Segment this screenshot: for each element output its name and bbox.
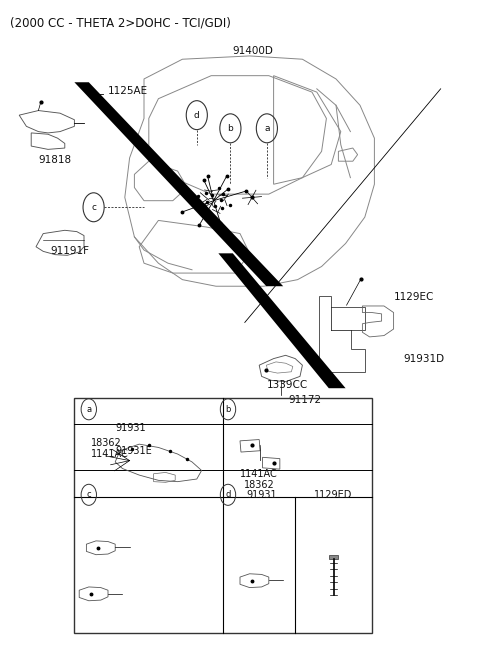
Text: d: d <box>225 490 231 499</box>
Text: c: c <box>86 490 91 499</box>
Bar <box>74 398 372 633</box>
Text: 91931D: 91931D <box>403 353 444 364</box>
Text: 91172: 91172 <box>288 395 321 405</box>
Text: b: b <box>225 405 231 414</box>
Text: 91931: 91931 <box>246 490 277 500</box>
Text: (2000 CC - THETA 2>DOHC - TCI/GDI): (2000 CC - THETA 2>DOHC - TCI/GDI) <box>10 16 230 30</box>
Text: 1141AC: 1141AC <box>91 449 129 459</box>
Text: 1125AE: 1125AE <box>108 86 148 96</box>
Text: 18362: 18362 <box>244 480 275 490</box>
Text: d: d <box>194 111 200 120</box>
Text: 1129ED: 1129ED <box>314 490 353 500</box>
Text: 91818: 91818 <box>38 155 72 164</box>
Text: 1141AC: 1141AC <box>240 468 278 479</box>
Text: b: b <box>228 124 233 133</box>
Text: 1129EC: 1129EC <box>394 292 434 303</box>
Polygon shape <box>74 82 283 286</box>
Text: c: c <box>91 203 96 212</box>
Text: 91191F: 91191F <box>50 246 89 257</box>
Polygon shape <box>218 253 346 388</box>
Text: 18362: 18362 <box>91 438 122 447</box>
Text: 1339CC: 1339CC <box>266 380 308 390</box>
Text: 91931: 91931 <box>115 422 146 433</box>
Text: 91400D: 91400D <box>233 45 274 56</box>
Text: 91931E: 91931E <box>115 445 152 456</box>
Text: a: a <box>264 124 270 133</box>
Text: a: a <box>86 405 91 414</box>
Polygon shape <box>329 555 338 559</box>
